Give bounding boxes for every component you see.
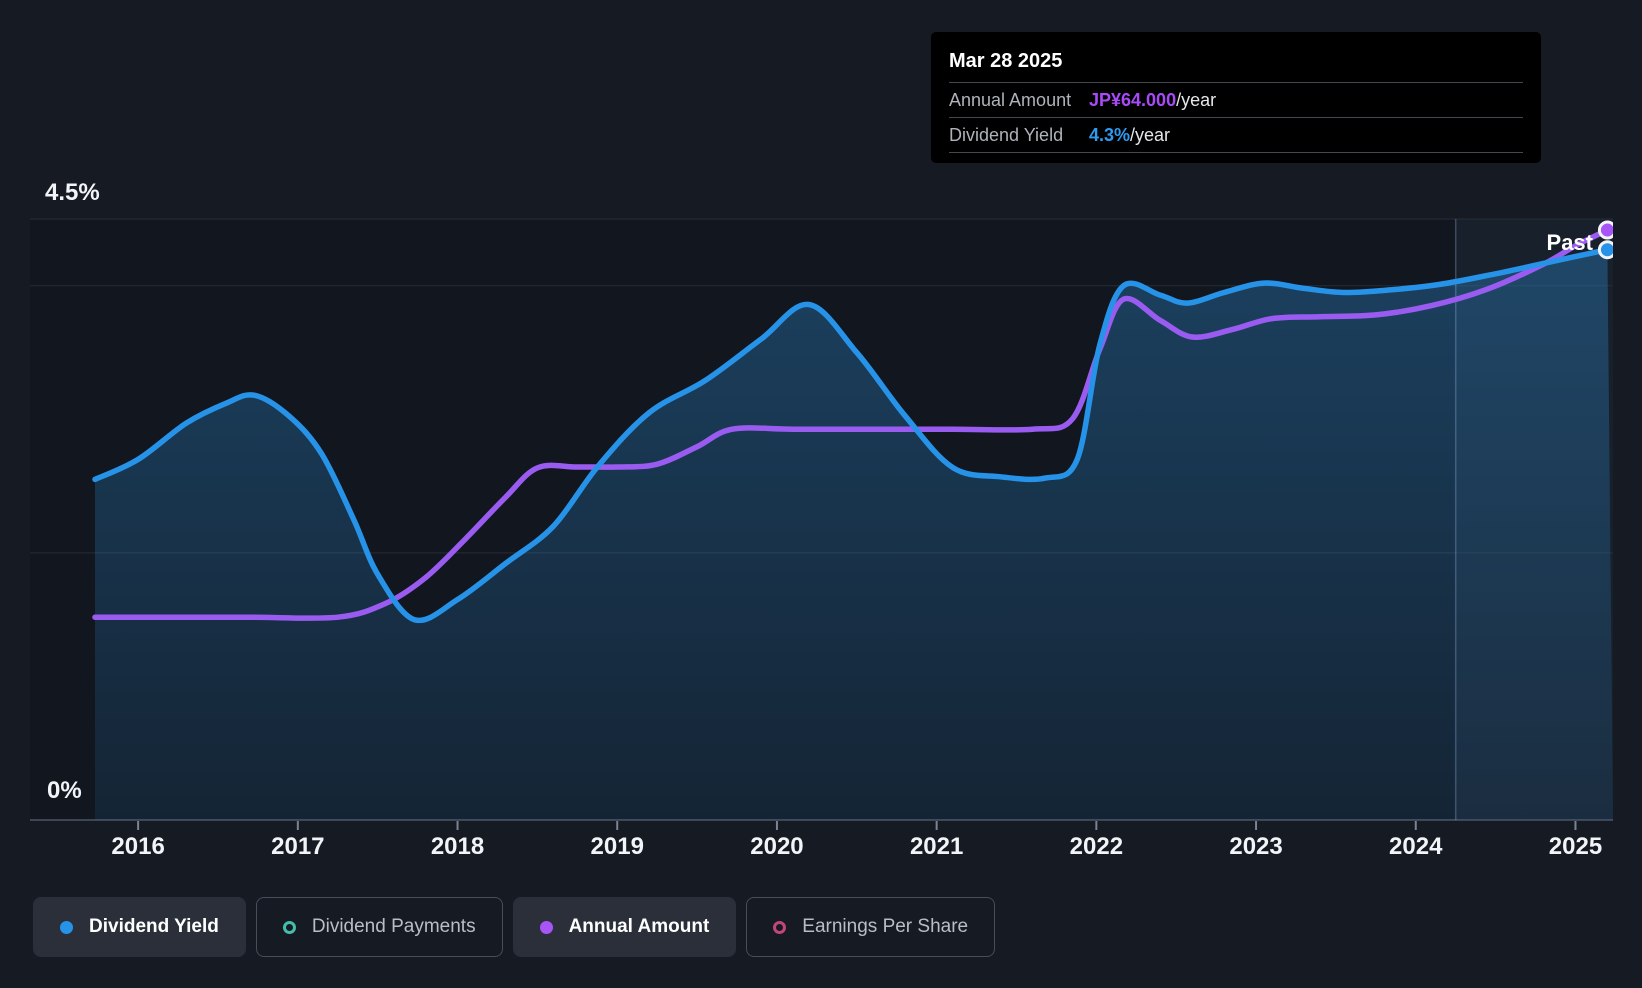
legend-button-annual-amount[interactable]: Annual Amount [512, 897, 737, 957]
x-axis-year-label: 2017 [271, 833, 325, 860]
y-axis-label-bottom: 0% [47, 777, 82, 804]
legend-button-dividend-yield[interactable]: Dividend Yield [33, 897, 246, 957]
legend-label: Annual Amount [568, 916, 710, 937]
x-axis-year-label: 2024 [1389, 833, 1443, 860]
y-axis-label-top: 4.5% [45, 179, 100, 206]
legend-label: Earnings Per Share [802, 916, 969, 937]
dividend-yield-area-fill [95, 249, 1613, 820]
x-axis-year-label: 2021 [909, 833, 964, 860]
legend-button-earnings-per-share[interactable]: Earnings Per Share [746, 897, 996, 957]
dividend-payments-ring-icon [282, 920, 296, 934]
legend-button-dividend-payments[interactable]: Dividend Payments [255, 897, 503, 957]
right-margin-mask [1613, 0, 1642, 988]
x-axis-year-label: 2018 [430, 833, 485, 860]
annual-amount-dot-icon [539, 920, 553, 934]
tooltip-value-dividend-yield: 4.3%/year [1089, 125, 1171, 145]
tooltip-value-annual-amount: JP¥64.000/year [1089, 90, 1217, 110]
x-axis-year-label: 2022 [1069, 833, 1124, 860]
tooltip-row-annual-amount: Annual Amount JP¥64.000/year [949, 82, 1523, 117]
legend-label: Dividend Yield [89, 916, 219, 937]
tooltip-row-dividend-yield: Dividend Yield 4.3%/year [949, 117, 1523, 153]
x-axis-year-label: 2020 [750, 833, 804, 860]
x-axis-year-label: 2016 [111, 833, 165, 860]
tooltip-label: Dividend Yield [949, 125, 1064, 145]
chart-tooltip: Mar 28 2025 Annual Amount JP¥64.000/year… [931, 32, 1541, 163]
dividend-yield-dot-icon [60, 920, 73, 934]
tooltip-date: Mar 28 2025 [949, 50, 1063, 72]
x-axis-year-label: 2023 [1229, 833, 1283, 860]
annual-amount-line [92, 227, 1611, 621]
earnings-per-share-ring-icon [773, 920, 787, 934]
x-axis-year-label: 2025 [1548, 833, 1603, 860]
legend-label: Dividend Payments [311, 916, 476, 937]
tooltip-label: Annual Amount [949, 90, 1072, 110]
dividend-yield-line [92, 246, 1611, 624]
chart-legend: Dividend Yield Dividend Payments Annual … [33, 897, 996, 957]
past-annotation: Past [1546, 230, 1593, 255]
x-axis-year-label: 2019 [590, 833, 644, 860]
